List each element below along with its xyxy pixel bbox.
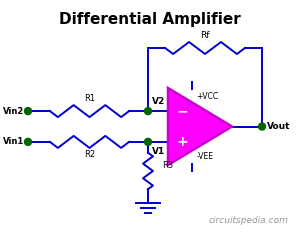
Circle shape [145, 108, 152, 115]
Text: −: − [176, 104, 188, 118]
Text: -VEE: -VEE [196, 152, 213, 161]
Circle shape [25, 138, 32, 145]
Text: Vin1: Vin1 [3, 137, 24, 146]
Text: Rf: Rf [200, 31, 210, 40]
Circle shape [259, 123, 266, 130]
Text: Vout: Vout [267, 122, 290, 131]
Text: +: + [176, 135, 188, 149]
Text: Vin2: Vin2 [3, 107, 24, 116]
Text: R3: R3 [162, 161, 173, 171]
Circle shape [145, 138, 152, 145]
Text: circuitspedia.com: circuitspedia.com [208, 216, 288, 225]
Text: +VCC: +VCC [196, 92, 218, 101]
Text: V2: V2 [152, 97, 165, 106]
Circle shape [25, 108, 32, 115]
Text: V1: V1 [152, 147, 165, 156]
Text: R1: R1 [84, 94, 95, 103]
Polygon shape [168, 88, 232, 165]
Text: R2: R2 [84, 150, 95, 159]
Text: Differential Amplifier: Differential Amplifier [59, 12, 241, 27]
